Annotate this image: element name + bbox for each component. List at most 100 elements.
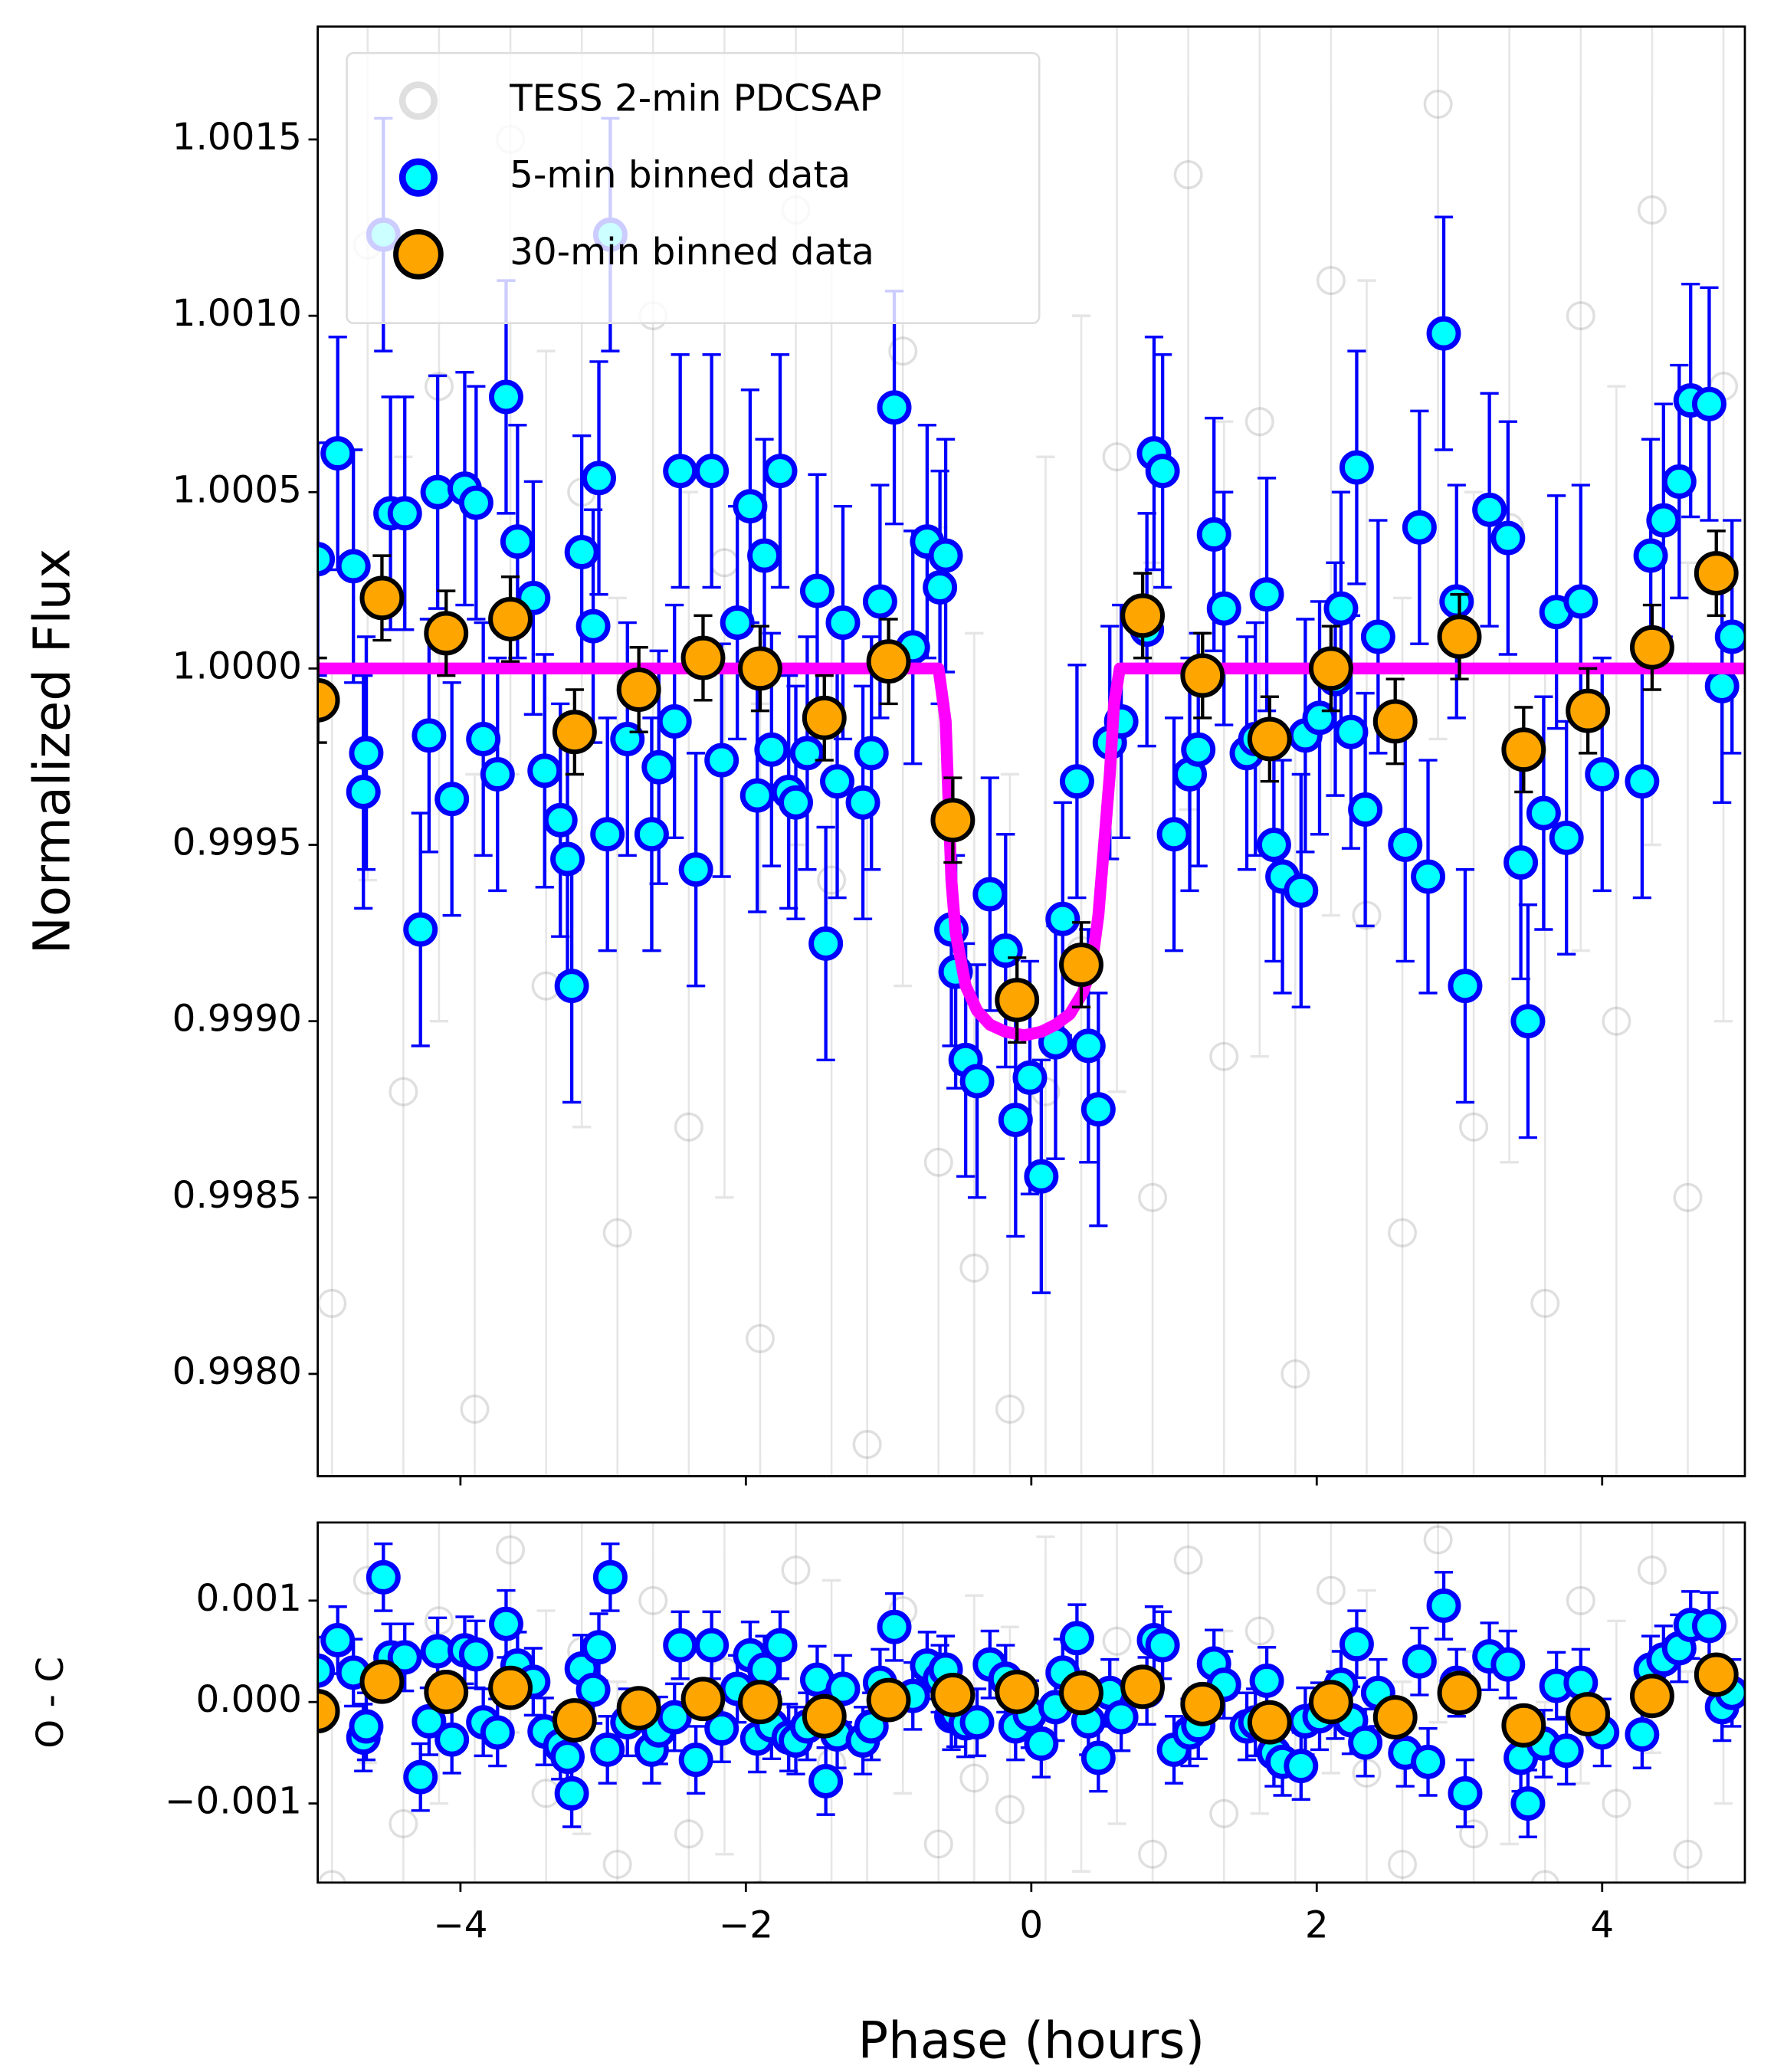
data-point — [1411, 859, 1446, 894]
data-point — [799, 573, 835, 608]
data-point — [1423, 89, 1453, 119]
data-point — [1181, 732, 1216, 767]
data-point — [389, 1809, 418, 1839]
data-point — [663, 1628, 698, 1663]
data-point — [959, 1705, 995, 1740]
data-point — [802, 1693, 847, 1739]
data-point — [412, 1703, 447, 1739]
data-point — [1637, 195, 1667, 225]
data-point — [1426, 1588, 1461, 1623]
data-point — [389, 1077, 418, 1106]
data-point — [1530, 1288, 1560, 1318]
data-point — [923, 1147, 953, 1177]
data-point — [638, 1585, 668, 1615]
data-point — [1323, 591, 1359, 626]
data-point — [1637, 1556, 1667, 1585]
y-tick-label: 1.0005 — [172, 468, 302, 511]
legend-box — [346, 51, 1041, 324]
data-point — [359, 575, 405, 621]
data-point — [923, 1829, 953, 1859]
data-point — [543, 802, 578, 838]
data-point — [488, 597, 533, 641]
x-axis-label: Phase (hours) — [858, 2012, 1205, 2070]
y-axis-label: Normalized Flux — [24, 549, 82, 954]
data-point — [590, 1732, 625, 1767]
data-point — [1501, 727, 1546, 772]
data-point — [752, 1880, 769, 1883]
data-point — [1530, 1870, 1560, 1883]
data-point — [733, 489, 768, 524]
data-point — [1080, 1092, 1116, 1127]
data-point — [678, 1743, 713, 1778]
data-point — [434, 1722, 470, 1757]
data-point — [1173, 160, 1203, 190]
data-point — [1566, 688, 1611, 733]
data-point — [1388, 1218, 1418, 1247]
data-point — [366, 1559, 401, 1595]
data-point — [1448, 969, 1483, 1004]
data-point — [820, 764, 854, 799]
data-point — [1630, 625, 1674, 670]
data-point — [1526, 795, 1561, 831]
data-point — [1490, 520, 1526, 556]
data-point — [1339, 1627, 1374, 1662]
data-point — [1402, 1644, 1437, 1679]
legend-marker — [398, 81, 438, 120]
data-point — [694, 1628, 730, 1663]
data-point — [845, 785, 880, 820]
data-point — [1625, 1717, 1660, 1752]
data-point — [336, 549, 371, 584]
data-point — [1024, 1726, 1059, 1761]
data-point — [657, 1700, 692, 1735]
data-point — [663, 454, 698, 489]
data-point — [762, 454, 798, 489]
data-point — [641, 749, 677, 785]
data-point — [762, 1628, 798, 1663]
data-point — [1244, 407, 1274, 437]
data-point — [704, 1711, 739, 1746]
y-tick-label: 0.9990 — [172, 998, 302, 1041]
data-point — [852, 1430, 882, 1460]
data-point — [854, 1912, 880, 1939]
markers — [317, 551, 1739, 1022]
data-point — [458, 1637, 494, 1672]
data-point — [781, 1556, 811, 1585]
data-point — [1602, 1788, 1631, 1818]
data-point — [317, 1653, 336, 1688]
y-tick-label: 0.000 — [195, 1678, 301, 1721]
data-point — [1501, 1703, 1546, 1748]
data-point — [738, 1680, 782, 1725]
data-point — [1333, 714, 1369, 749]
data-point — [1348, 792, 1383, 827]
data-point — [1402, 510, 1437, 545]
markers — [317, 217, 1745, 1194]
data-point — [959, 1763, 989, 1793]
data-point — [1059, 764, 1094, 799]
data-point — [747, 538, 782, 573]
data-point — [1120, 593, 1166, 638]
data-point — [434, 782, 470, 817]
data-point — [480, 1715, 515, 1750]
data-point — [1180, 653, 1225, 698]
data-point — [1103, 1700, 1139, 1735]
data-point — [808, 926, 844, 961]
data-point — [802, 695, 847, 740]
data-point — [424, 611, 469, 656]
data-point — [680, 1677, 726, 1722]
data-point — [866, 639, 911, 684]
data-point — [554, 1775, 589, 1811]
y-tick-label: 0.9985 — [172, 1174, 302, 1217]
data-point — [1633, 538, 1668, 573]
data-point — [1209, 1041, 1239, 1071]
data-point — [1339, 450, 1374, 485]
data-point — [1180, 1681, 1225, 1726]
data-point — [1503, 845, 1539, 880]
data-point — [862, 584, 897, 619]
data-point — [575, 608, 611, 644]
y-tick-label: −0.001 — [165, 1780, 302, 1823]
data-point — [745, 1323, 775, 1353]
data-point — [1704, 668, 1740, 703]
data-point — [1673, 1182, 1703, 1212]
data-point — [1316, 266, 1346, 296]
data-point — [1388, 828, 1423, 862]
